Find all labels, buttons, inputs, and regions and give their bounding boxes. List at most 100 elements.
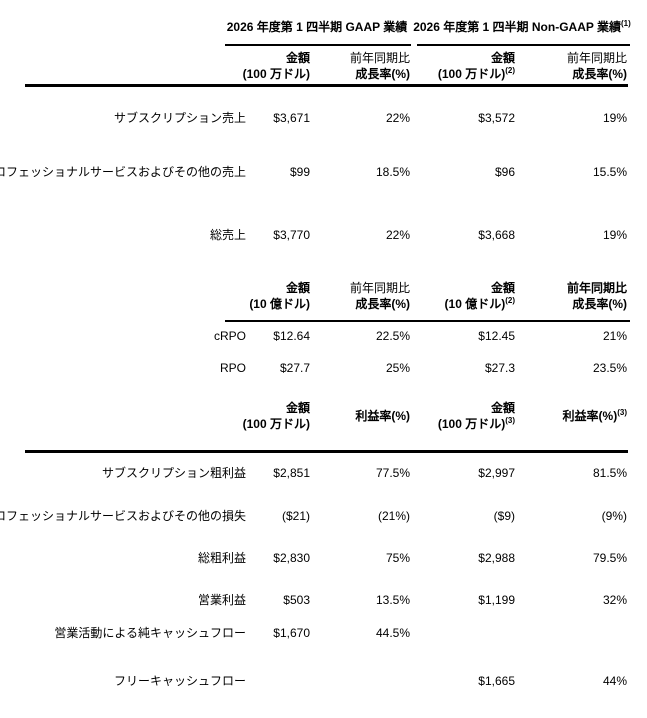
cell-amount-non-gaap: $1,665 bbox=[478, 674, 515, 688]
cell-amount-non-gaap: $96 bbox=[494, 165, 515, 179]
cell-amount-gaap: $3,671 bbox=[273, 111, 310, 125]
cell-amount-gaap: $3,770 bbox=[273, 228, 310, 242]
row-label: 営業利益 bbox=[197, 593, 246, 607]
cell-growth-gaap: 22% bbox=[385, 228, 410, 242]
s3-header-margin-non-gaap: 利益率(%)(3) bbox=[563, 409, 627, 424]
cell-amount-non-gaap: $3,572 bbox=[478, 111, 515, 125]
cell-amount-non-gaap: $2,997 bbox=[478, 466, 515, 480]
cell-amount-gaap: $1,670 bbox=[273, 626, 310, 640]
cell-amount-non-gaap: $12.45 bbox=[478, 329, 515, 343]
s3-header-margin-non-gaap-text: 利益率(%) bbox=[562, 409, 618, 423]
s1-header-growth-gaap-l2: 成長率(%) bbox=[355, 67, 410, 81]
cell-margin-non-gaap: 81.5% bbox=[592, 466, 627, 480]
s1-header-growth-non-gaap-l2: 成長率(%) bbox=[572, 67, 627, 81]
s3-header-amount-gaap-l1: 金額 bbox=[285, 401, 310, 415]
s3-col-headers-line1: 金額 金額 bbox=[0, 401, 647, 416]
cell-amount-gaap: $2,851 bbox=[273, 466, 310, 480]
cell-growth-non-gaap: 19% bbox=[602, 111, 627, 125]
row-professional-services-loss: プロフェッショナルサービスおよびその他の損失 ($21) (21%) ($9) … bbox=[0, 509, 647, 524]
row-label: 営業活動による純キャッシュフロー bbox=[54, 626, 246, 640]
s1-header-amount-non-gaap-l1: 金額 bbox=[490, 51, 515, 65]
s2-header-growth-gaap-l1: 前年同期比 bbox=[349, 281, 410, 295]
rule-section2-header-bottom bbox=[225, 320, 630, 322]
s1-header-growth-non-gaap-l1: 前年同期比 bbox=[566, 51, 627, 65]
row-label: プロフェッショナルサービスおよびその他の損失 bbox=[0, 509, 246, 523]
s3-col-headers-middle: 利益率(%) 利益率(%)(3) bbox=[0, 409, 647, 424]
group-header-non-gaap: 2026 年度第 1 四半期 Non-GAAP 業績(1) bbox=[412, 20, 632, 35]
s2-header-amount-gaap-l1: 金額 bbox=[285, 281, 310, 295]
row-subscription-gross-profit: サブスクリプション粗利益 $2,851 77.5% $2,997 81.5% bbox=[0, 466, 647, 481]
cell-amount-gaap: ($21) bbox=[281, 509, 310, 523]
row-label: サブスクリプション売上 bbox=[113, 111, 246, 125]
rule-section1-header-bottom bbox=[25, 84, 628, 87]
footnote-marker-2: (2) bbox=[505, 296, 515, 305]
s1-header-amount-non-gaap-l2: (100 万ドル)(2) bbox=[438, 67, 515, 82]
cell-growth-non-gaap: 15.5% bbox=[592, 165, 627, 179]
row-label: 総粗利益 bbox=[197, 551, 246, 565]
row-label: 総売上 bbox=[209, 228, 246, 242]
cell-growth-gaap: 22% bbox=[385, 111, 410, 125]
s2-header-amount-non-gaap-l1: 金額 bbox=[490, 281, 515, 295]
cell-growth-gaap: 25% bbox=[385, 361, 410, 375]
s3-header-amount-non-gaap-l1: 金額 bbox=[490, 401, 515, 415]
cell-growth-gaap: 22.5% bbox=[375, 329, 410, 343]
row-professional-services-revenue: プロフェッショナルサービスおよびその他の売上 $99 18.5% $96 15.… bbox=[0, 165, 647, 180]
cell-margin-non-gaap: (9%) bbox=[601, 509, 627, 523]
row-label: cRPO bbox=[213, 329, 246, 343]
cell-amount-non-gaap: $2,988 bbox=[478, 551, 515, 565]
cell-amount-non-gaap: ($9) bbox=[493, 509, 515, 523]
footnote-marker-2: (2) bbox=[505, 66, 515, 75]
cell-amount-gaap: $503 bbox=[283, 593, 310, 607]
s2-header-amount-non-gaap-l2: (10 億ドル)(2) bbox=[445, 297, 515, 312]
cell-amount-gaap: $99 bbox=[289, 165, 310, 179]
s2-header-amount-non-gaap-l2-text: (10 億ドル) bbox=[444, 297, 506, 311]
cell-growth-gaap: 18.5% bbox=[375, 165, 410, 179]
s3-col-headers-line2: (100 万ドル) (100 万ドル)(3) bbox=[0, 417, 647, 432]
row-total-gross-profit: 総粗利益 $2,830 75% $2,988 79.5% bbox=[0, 551, 647, 566]
row-net-cash-from-operations: 営業活動による純キャッシュフロー $1,670 44.5% bbox=[0, 626, 647, 641]
cell-amount-gaap: $27.7 bbox=[279, 361, 310, 375]
row-rpo: RPO $27.7 25% $27.3 23.5% bbox=[0, 361, 647, 376]
cell-amount-non-gaap: $1,199 bbox=[478, 593, 515, 607]
cell-margin-gaap: (21%) bbox=[377, 509, 410, 523]
row-label: プロフェッショナルサービスおよびその他の売上 bbox=[0, 165, 246, 179]
row-label: フリーキャッシュフロー bbox=[113, 674, 246, 688]
s2-col-headers-line1: 金額 前年同期比 金額 前年同期比 bbox=[0, 281, 647, 296]
s2-header-growth-non-gaap-l1: 前年同期比 bbox=[566, 281, 627, 295]
s2-header-amount-gaap-l2: (10 億ドル) bbox=[249, 297, 310, 311]
footnote-marker-3: (3) bbox=[505, 416, 515, 425]
s3-header-margin-gaap: 利益率(%) bbox=[355, 409, 410, 423]
cell-margin-non-gaap: 32% bbox=[602, 593, 627, 607]
cell-amount-non-gaap: $3,668 bbox=[478, 228, 515, 242]
s1-header-growth-gaap-l1: 前年同期比 bbox=[349, 51, 410, 65]
row-label: サブスクリプション粗利益 bbox=[101, 466, 246, 480]
cell-amount-gaap: $2,830 bbox=[273, 551, 310, 565]
cell-margin-non-gaap: 79.5% bbox=[592, 551, 627, 565]
s1-header-amount-gaap-l1: 金額 bbox=[285, 51, 310, 65]
cell-margin-gaap: 75% bbox=[385, 551, 410, 565]
cell-growth-non-gaap: 19% bbox=[602, 228, 627, 242]
row-operating-income: 営業利益 $503 13.5% $1,199 32% bbox=[0, 593, 647, 608]
cell-margin-gaap: 44.5% bbox=[375, 626, 410, 640]
row-subscription-revenue: サブスクリプション売上 $3,671 22% $3,572 19% bbox=[0, 111, 647, 126]
cell-amount-gaap: $12.64 bbox=[273, 329, 310, 343]
s2-header-growth-non-gaap-l2: 成長率(%) bbox=[572, 297, 627, 311]
s3-header-amount-gaap-l2: (100 万ドル) bbox=[242, 417, 310, 431]
cell-amount-non-gaap: $27.3 bbox=[484, 361, 515, 375]
rule-gaap-group-underline bbox=[225, 44, 411, 46]
s3-header-amount-non-gaap-l2: (100 万ドル)(3) bbox=[438, 417, 515, 432]
footnote-marker-1: (1) bbox=[621, 19, 631, 28]
cell-growth-non-gaap: 23.5% bbox=[592, 361, 627, 375]
s1-header-amount-non-gaap-l2-text: (100 万ドル) bbox=[437, 67, 506, 81]
s2-col-headers-line2: (10 億ドル) 成長率(%) (10 億ドル)(2) 成長率(%) bbox=[0, 297, 647, 312]
s3-header-amount-non-gaap-l2-text: (100 万ドル) bbox=[437, 417, 506, 431]
row-crpo: cRPO $12.64 22.5% $12.45 21% bbox=[0, 329, 647, 344]
rule-section3-header-bottom bbox=[25, 450, 628, 453]
group-header-non-gaap-label: 2026 年度第 1 四半期 Non-GAAP 業績 bbox=[413, 20, 622, 34]
row-total-revenue: 総売上 $3,770 22% $3,668 19% bbox=[0, 228, 647, 243]
row-label: RPO bbox=[219, 361, 246, 375]
s1-header-amount-gaap-l2: (100 万ドル) bbox=[242, 67, 310, 81]
rule-non-gaap-group-underline bbox=[417, 44, 630, 46]
row-free-cash-flow: フリーキャッシュフロー $1,665 44% bbox=[0, 674, 647, 689]
